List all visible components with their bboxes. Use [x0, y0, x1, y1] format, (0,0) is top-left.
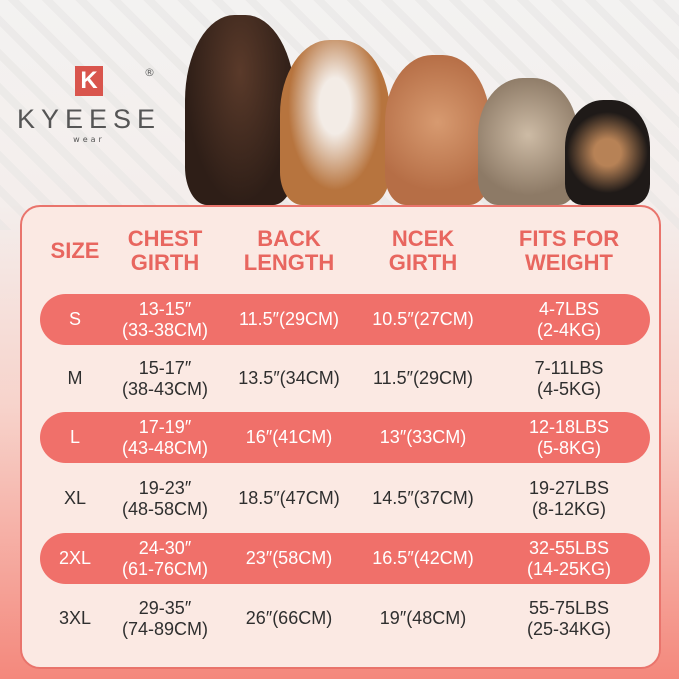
cell-back: 11.5″(29CM) — [238, 309, 340, 329]
cell-chest: 13-15″ (33-38CM) — [121, 298, 209, 340]
cell-neck: 14.5″(37CM) — [372, 488, 474, 508]
cell-weight: 7-11LBS (4-5KG) — [534, 357, 604, 399]
cell-neck: 16.5″(42CM) — [372, 548, 474, 568]
brand-name: KYEESE — [16, 104, 162, 134]
registered-mark: ® — [144, 66, 155, 79]
cell-size: L — [69, 427, 80, 447]
cell-neck: 19″(48CM) — [379, 608, 467, 628]
cell-chest: 17-19″ (43-48CM) — [121, 416, 209, 458]
size-chart-table: SIZE CHEST GIRTH BACK LENGTH NCEK GIRTH … — [20, 205, 661, 669]
cell-neck: 13″(33CM) — [379, 427, 467, 447]
cell-weight: 32-55LBS (14-25KG) — [526, 537, 612, 579]
brand-logo: K ® KYEESE wear — [14, 66, 164, 144]
cell-chest: 29-35″ (74-89CM) — [121, 597, 209, 639]
header-chest-girth: CHEST GIRTH — [127, 225, 203, 275]
dog-chihuahua-image — [565, 100, 650, 205]
cell-back: 13.5″(34CM) — [238, 368, 340, 388]
cell-back: 23″(58CM) — [245, 548, 333, 568]
cell-back: 16″(41CM) — [245, 427, 333, 447]
header-neck-girth: NCEK GIRTH — [388, 225, 458, 275]
logo-mark: K — [75, 66, 103, 96]
header-weight: FITS FOR WEIGHT — [518, 225, 620, 275]
cell-neck: 11.5″(29CM) — [372, 368, 474, 388]
cell-size: 3XL — [58, 608, 92, 628]
cell-size: S — [68, 309, 81, 329]
cell-weight: 4-7LBS (2-4KG) — [536, 298, 601, 340]
brand-sub: wear — [73, 135, 105, 144]
table-row: 3XL 29-35″ (74-89CM) 26″(66CM) 19″(48CM) 55-… — [40, 593, 650, 644]
cell-back: 26″(66CM) — [245, 608, 333, 628]
cell-chest: 19-23″ (48-58CM) — [121, 477, 209, 519]
cell-chest: 24-30″ (61-76CM) — [121, 537, 209, 579]
cell-size: M — [67, 368, 83, 388]
cell-weight: 55-75LBS (25-34KG) — [526, 597, 612, 639]
table-row: S 13-15″ (33-38CM) 11.5″(29CM) 10.5″(27CM) 4… — [40, 294, 650, 345]
cell-weight: 12-18LBS (5-8KG) — [528, 416, 610, 458]
header-back-length: BACK LENGTH — [243, 225, 335, 275]
cell-size: 2XL — [58, 548, 92, 568]
cell-neck: 10.5″(27CM) — [372, 309, 474, 329]
dog-terrier-image — [478, 78, 578, 205]
table-row: XL 19-23″ (48-58CM) 18.5″(47CM) 14.5″(37CM)… — [40, 473, 650, 524]
table-header-row: SIZE CHEST GIRTH BACK LENGTH NCEK GIRTH … — [40, 225, 650, 276]
cell-weight: 19-27LBS (8-12KG) — [528, 477, 610, 519]
cell-size: XL — [63, 488, 87, 508]
cell-back: 18.5″(47CM) — [238, 488, 340, 508]
dog-doberman-image — [185, 15, 295, 205]
header-size: SIZE — [50, 237, 100, 263]
table-row: M 15-17″ (38-43CM) 13.5″(34CM) 11.5″(29CM) 7… — [40, 353, 650, 404]
dog-poodle-image — [385, 55, 490, 205]
table-row: 2XL 24-30″ (61-76CM) 23″(58CM) 16.5″(42CM) 3… — [40, 533, 650, 584]
table-row: L 17-19″ (43-48CM) 16″(41CM) 13″(33CM) 12-18… — [40, 412, 650, 463]
dog-beagle-image — [280, 40, 390, 205]
cell-chest: 15-17″ (38-43CM) — [121, 357, 209, 399]
